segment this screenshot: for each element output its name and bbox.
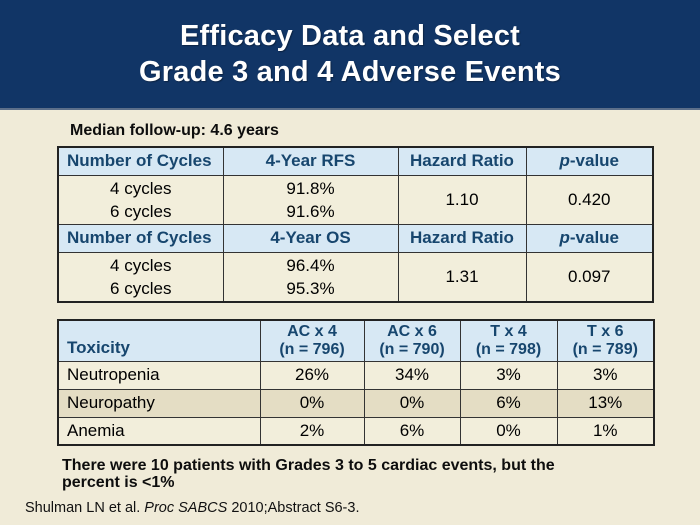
efficacy-header-row-rfs: Number of Cycles 4-Year RFS Hazard Ratio… bbox=[57, 146, 654, 176]
toxicity-header-row: Toxicity AC x 4 (n = 796) AC x 6 (n = 79… bbox=[57, 319, 655, 362]
cell-anemia-ac6: 6% bbox=[363, 416, 461, 446]
table-row-anemia: Anemia 2% 6% 0% 1% bbox=[57, 416, 655, 446]
slide-title-band: Efficacy Data and Select Grade 3 and 4 A… bbox=[0, 0, 700, 110]
citation-suffix: 2010;Abstract S6-3. bbox=[227, 500, 360, 516]
efficacy-header-row-os: Number of Cycles 4-Year OS Hazard Ratio … bbox=[57, 223, 654, 253]
cell-neutropenia-t6: 3% bbox=[556, 360, 655, 390]
cell-anemia-t4: 0% bbox=[459, 416, 558, 446]
cell-rfs-p-value: 0.420 bbox=[525, 174, 654, 225]
cell-neutropenia-ac4: 26% bbox=[259, 360, 365, 390]
col-header-4yr-rfs: 4-Year RFS bbox=[222, 146, 399, 176]
table-row-neuropathy: Neuropathy 0% 0% 6% 13% bbox=[57, 388, 655, 418]
cell-neuropathy-ac6: 0% bbox=[363, 388, 461, 418]
citation-prefix: Shulman LN et al. bbox=[25, 500, 145, 516]
cell-anemia-t6: 1% bbox=[556, 416, 655, 446]
median-followup-text: Median follow-up: 4.6 years bbox=[70, 122, 279, 139]
citation-text: Shulman LN et al. Proc SABCS 2010;Abstra… bbox=[25, 500, 700, 516]
col-header-number-of-cycles: Number of Cycles bbox=[57, 146, 224, 176]
col-header-p-value: p-value bbox=[525, 146, 654, 176]
cell-rfs-values: 91.8% 91.6% bbox=[222, 174, 399, 225]
cell-os-values: 96.4% 95.3% bbox=[222, 251, 399, 302]
note-line1: There were 10 patients with Grades 3 to … bbox=[62, 457, 555, 474]
cell-neutropenia-label: Neutropenia bbox=[57, 360, 261, 390]
slide-title-line1: Efficacy Data and Select bbox=[179, 20, 521, 52]
efficacy-data-row-os: 4 cycles 6 cycles 96.4% 95.3% 1.31 0.097 bbox=[57, 251, 654, 302]
efficacy-data-row-rfs: 4 cycles 6 cycles 91.8% 91.6% 1.10 0.420 bbox=[57, 174, 654, 225]
cell-cycles-os: 4 cycles 6 cycles bbox=[57, 251, 224, 302]
col-header-number-of-cycles-os: Number of Cycles bbox=[57, 223, 224, 253]
col-header-hazard-ratio-os: Hazard Ratio bbox=[397, 223, 527, 253]
toxicity-table: Toxicity AC x 4 (n = 796) AC x 6 (n = 79… bbox=[57, 318, 655, 446]
cell-os-hazard-ratio: 1.31 bbox=[397, 251, 527, 302]
col-header-hazard-ratio: Hazard Ratio bbox=[397, 146, 527, 176]
cell-anemia-ac4: 2% bbox=[259, 416, 365, 446]
cell-neutropenia-t4: 3% bbox=[459, 360, 558, 390]
col-header-ac-x-4: AC x 4 (n = 796) bbox=[259, 319, 365, 362]
col-header-t-x-6: T x 6 (n = 789) bbox=[556, 319, 655, 362]
cell-neuropathy-t4: 6% bbox=[459, 388, 558, 418]
cell-neuropathy-label: Neuropathy bbox=[57, 388, 261, 418]
table-row-neutropenia: Neutropenia 26% 34% 3% 3% bbox=[57, 360, 655, 390]
cell-cycles-rfs: 4 cycles 6 cycles bbox=[57, 174, 224, 225]
slide-title-line2: Grade 3 and 4 Adverse Events bbox=[139, 56, 561, 88]
note-line2: percent is <1% bbox=[62, 474, 175, 491]
citation-journal: Proc SABCS bbox=[144, 500, 228, 516]
cell-neuropathy-ac4: 0% bbox=[259, 388, 365, 418]
col-header-t-x-4: T x 4 (n = 798) bbox=[459, 319, 558, 362]
cell-anemia-label: Anemia bbox=[57, 416, 261, 446]
col-header-p-value-os: p-value bbox=[525, 223, 654, 253]
cardiac-events-note: There were 10 patients with Grades 3 to … bbox=[62, 457, 700, 491]
cell-neuropathy-t6: 13% bbox=[556, 388, 655, 418]
col-header-toxicity: Toxicity bbox=[57, 319, 261, 362]
col-header-ac-x-6: AC x 6 (n = 790) bbox=[363, 319, 461, 362]
col-header-4yr-os: 4-Year OS bbox=[222, 223, 399, 253]
cell-os-p-value: 0.097 bbox=[525, 251, 654, 302]
cell-neutropenia-ac6: 34% bbox=[363, 360, 461, 390]
cell-rfs-hazard-ratio: 1.10 bbox=[397, 174, 527, 225]
efficacy-table: Number of Cycles 4-Year RFS Hazard Ratio… bbox=[57, 146, 654, 303]
